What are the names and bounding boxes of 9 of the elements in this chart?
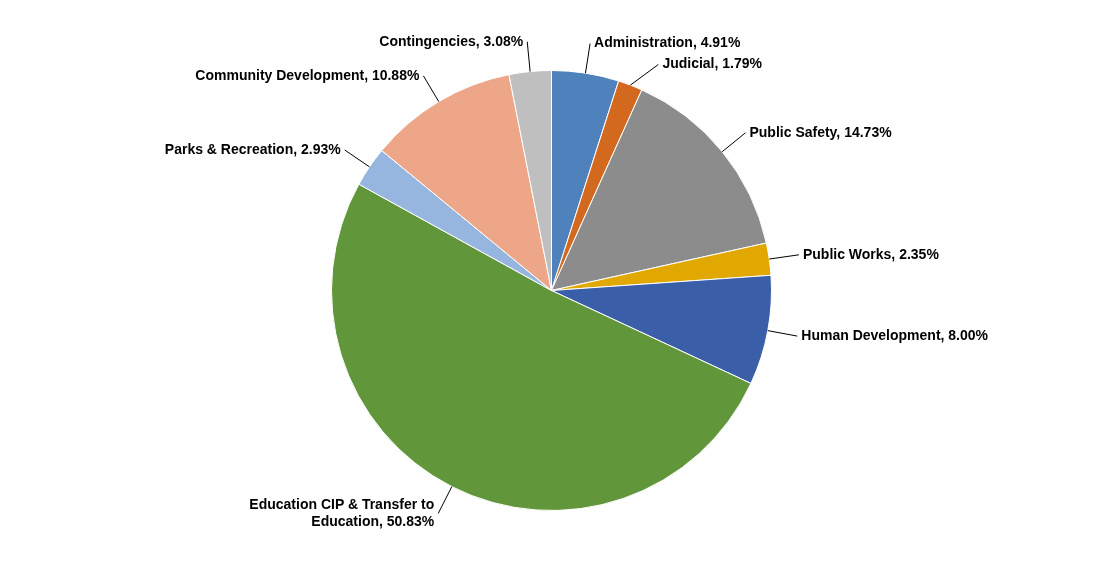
slice-label: Human Development, 8.00% [801,326,989,343]
slice-label: Administration, 4.91% [594,34,741,51]
slice-label: Judicial, 1.79% [662,55,763,72]
slice-label: Community Development, 10.88% [195,66,420,83]
slice-label: Parks & Recreation, 2.93% [164,140,342,157]
slice-label: Public Safety, 14.73% [749,123,893,140]
slice-label: Contingencies, 3.08% [379,32,524,49]
slice-label: Public Works, 2.35% [802,245,940,262]
slice-label: Education CIP & Transfer to Education, 50.83% [249,495,435,529]
